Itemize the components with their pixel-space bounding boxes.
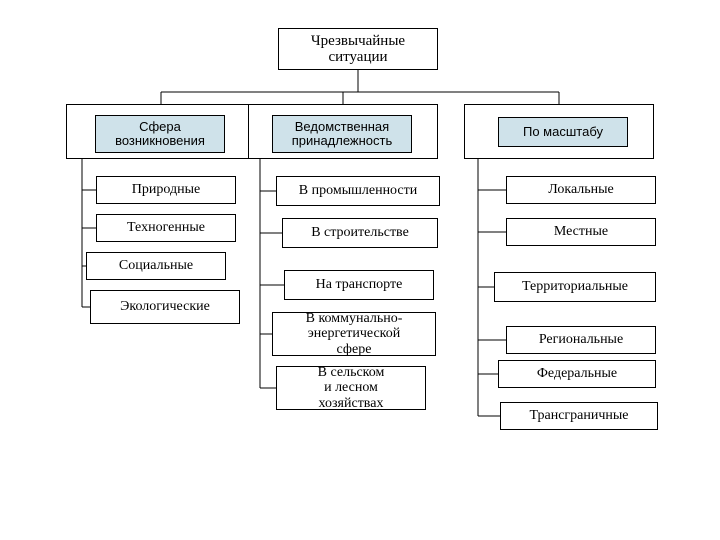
leaf-label: Региональные bbox=[539, 332, 623, 347]
leaf-node: Территориальные bbox=[494, 272, 656, 302]
leaf-node: Природные bbox=[96, 176, 236, 204]
leaf-node: В сельскоми лесномхозяйствах bbox=[276, 366, 426, 410]
leaf-node: Локальные bbox=[506, 176, 656, 204]
leaf-label: В коммунально-энергетическойсфере bbox=[306, 311, 403, 357]
cat-scale: По масштабу bbox=[498, 117, 628, 147]
leaf-node: В промышленности bbox=[276, 176, 440, 206]
diagram-canvas: { "type": "tree", "background_color": "#… bbox=[0, 0, 720, 540]
leaf-label: Трансграничные bbox=[529, 408, 628, 423]
leaf-label: Территориальные bbox=[522, 279, 628, 294]
leaf-node: Трансграничные bbox=[500, 402, 658, 430]
cat-origin: Сферавозникновения bbox=[95, 115, 225, 153]
root-label: Чрезвычайныеситуации bbox=[311, 33, 405, 66]
root-node: Чрезвычайныеситуации bbox=[278, 28, 438, 70]
leaf-label: Социальные bbox=[119, 258, 193, 273]
leaf-label: В сельскоми лесномхозяйствах bbox=[318, 365, 385, 411]
leaf-label: Местные bbox=[554, 224, 608, 239]
category-label: Сферавозникновения bbox=[115, 120, 205, 149]
leaf-label: Экологические bbox=[120, 299, 210, 314]
leaf-label: Локальные bbox=[548, 182, 614, 197]
leaf-node: Федеральные bbox=[498, 360, 656, 388]
leaf-label: На транспорте bbox=[316, 277, 403, 292]
leaf-label: Техногенные bbox=[127, 220, 205, 235]
leaf-node: В строительстве bbox=[282, 218, 438, 248]
leaf-node: Техногенные bbox=[96, 214, 236, 242]
cat-dept: Ведомственнаяпринадлежность bbox=[272, 115, 412, 153]
leaf-node: Экологические bbox=[90, 290, 240, 324]
leaf-label: В строительстве bbox=[311, 225, 409, 240]
leaf-node: На транспорте bbox=[284, 270, 434, 300]
leaf-node: Местные bbox=[506, 218, 656, 246]
category-label: По масштабу bbox=[523, 125, 603, 139]
leaf-label: Природные bbox=[132, 182, 200, 197]
leaf-node: Региональные bbox=[506, 326, 656, 354]
category-label: Ведомственнаяпринадлежность bbox=[292, 120, 393, 149]
leaf-node: Социальные bbox=[86, 252, 226, 280]
leaf-label: В промышленности bbox=[299, 183, 417, 198]
leaf-label: Федеральные bbox=[537, 366, 617, 381]
leaf-node: В коммунально-энергетическойсфере bbox=[272, 312, 436, 356]
